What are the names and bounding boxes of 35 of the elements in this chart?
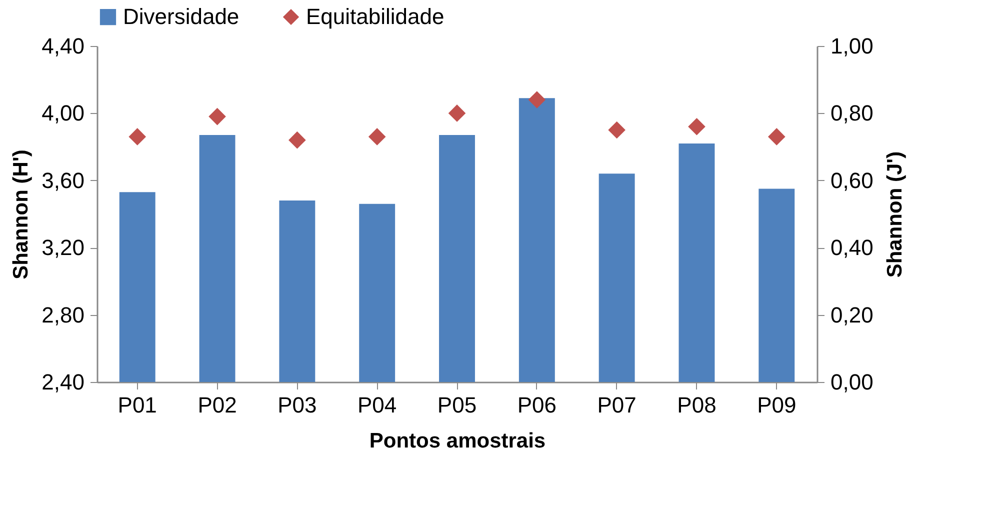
x-tick-label: P04 [358, 392, 397, 418]
point [368, 128, 386, 146]
point [128, 128, 146, 146]
y-tick-label: 4,00 [42, 100, 84, 126]
x-tick-label: P02 [198, 392, 237, 418]
x-axis-title: Pontos amostrais [369, 430, 546, 452]
y2-tick-label: 0,60 [830, 168, 874, 193]
x-tick-label: P01 [118, 392, 157, 418]
x-tick-label: P09 [757, 392, 796, 418]
y-tick-label: 2,80 [42, 302, 84, 328]
y2-tick-label: 0,80 [830, 100, 874, 126]
point [208, 108, 226, 126]
point [528, 91, 546, 108]
point [688, 118, 706, 136]
x-tick-label: P07 [597, 392, 636, 418]
point [288, 131, 306, 149]
point [608, 121, 626, 139]
legend-label: Diversidade [123, 4, 240, 29]
y2-tick-label: 0,00 [830, 370, 874, 394]
y2-tick-label: 1,00 [830, 34, 874, 58]
legend-label: Equitabilidade [306, 4, 444, 29]
x-tick-label: P06 [517, 392, 556, 418]
x-tick-label: P08 [677, 392, 716, 418]
point [448, 104, 466, 122]
x-tick-label: P05 [437, 392, 477, 418]
x-tick-label: P03 [278, 392, 317, 418]
y-tick-label: 3,60 [42, 168, 84, 193]
y-tick-label: 2,40 [42, 370, 84, 394]
y2-tick-label: 0,40 [830, 235, 874, 260]
y-tick-label: 3,20 [42, 235, 84, 260]
y-tick-label: 4,40 [42, 34, 84, 58]
point [768, 128, 786, 146]
y2-tick-label: 0,20 [830, 302, 874, 328]
y2-axis-title: Shannon (J') [884, 151, 906, 278]
y-axis-title: Shannon (H') [10, 150, 32, 280]
